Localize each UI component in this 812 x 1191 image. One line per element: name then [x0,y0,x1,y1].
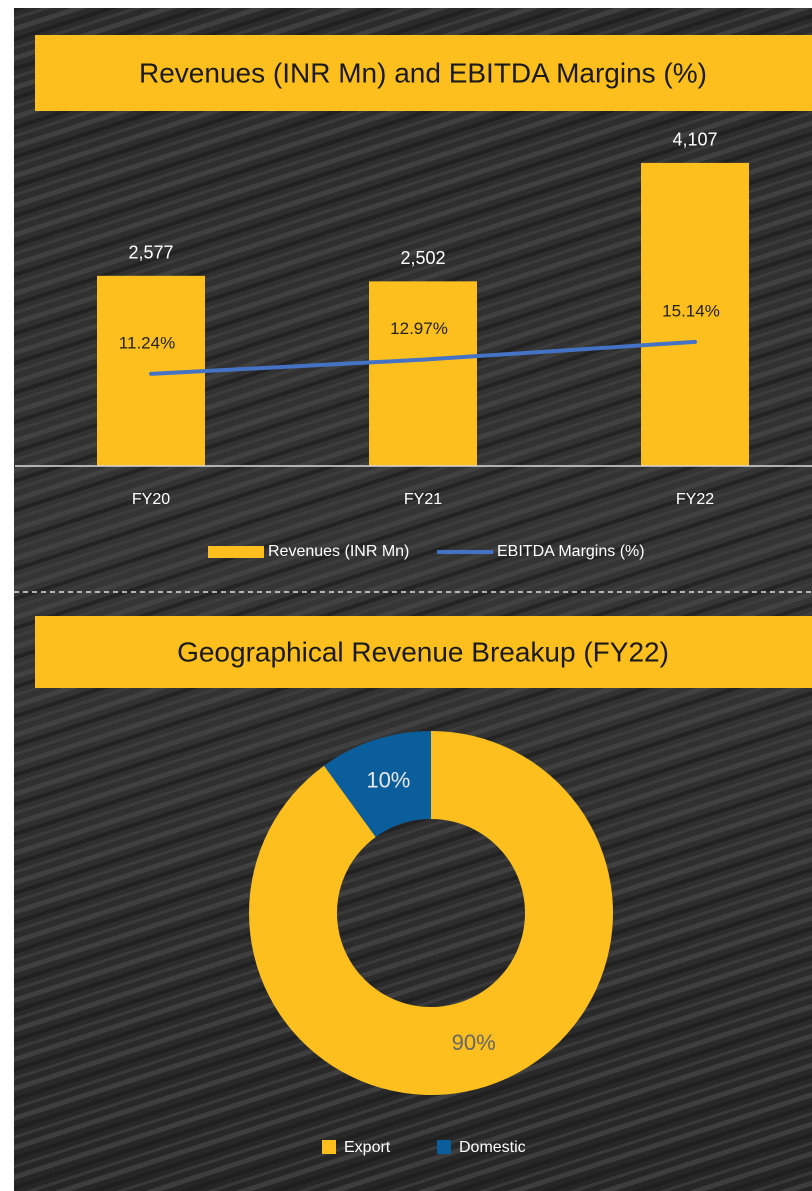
pie-slice [248,731,613,1095]
legend-label: Domestic [459,1139,526,1156]
data-label: 2,577 [128,243,173,263]
pie-slice [324,731,431,837]
legend-label: Export [344,1139,391,1156]
title-banner [35,35,812,111]
x-tick-label: FY20 [132,491,170,508]
line [149,339,697,376]
bar [369,281,477,466]
data-label: 12.97% [390,319,448,338]
bar [641,162,749,467]
legend-swatch [208,546,264,558]
data-label: 90% [452,1030,496,1055]
data-label: 10% [366,768,410,793]
data-label: 4,107 [672,130,717,150]
title-banner [35,616,812,688]
legend-swatch [437,1140,451,1154]
legend-swatch [322,1140,336,1154]
chart-title: Revenues (INR Mn) and EBITDA Margins (%) [139,57,707,88]
x-tick-label: FY22 [676,491,714,508]
data-label: 2,502 [400,248,445,268]
x-tick-label: FY21 [404,491,442,508]
data-label: 11.24% [119,333,175,352]
legend-label: EBITDA Margins (%) [497,543,645,560]
data-label: 15.14% [662,301,720,320]
legend-label: Revenues (INR Mn) [268,543,409,560]
chart-title: Geographical Revenue Breakup (FY22) [177,636,669,667]
